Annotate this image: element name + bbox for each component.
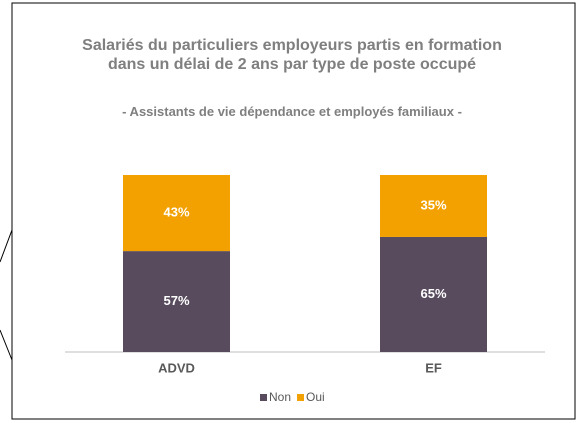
x-tick-label: EF (425, 360, 442, 375)
data-label: 35% (420, 197, 446, 212)
bar-segment (123, 251, 230, 352)
bar-segment (123, 175, 230, 252)
x-tick-label: ADVD (158, 360, 195, 375)
bar-segment (380, 236, 487, 352)
data-label: 57% (163, 293, 189, 308)
chart-title: Salariés du particuliers employeurs part… (82, 37, 502, 73)
chart-subtitle: - Assistants de vie dépendance et employ… (122, 104, 462, 119)
legend-swatch (260, 394, 267, 401)
data-label: 43% (163, 204, 189, 219)
legend-label: Non (269, 390, 291, 404)
legend-swatch (297, 394, 305, 401)
legend-label: Oui (306, 390, 325, 404)
frame-edge (0, 329, 13, 361)
frame-edge (0, 229, 13, 263)
bar-segment (380, 175, 487, 237)
data-label: 65% (420, 286, 446, 301)
